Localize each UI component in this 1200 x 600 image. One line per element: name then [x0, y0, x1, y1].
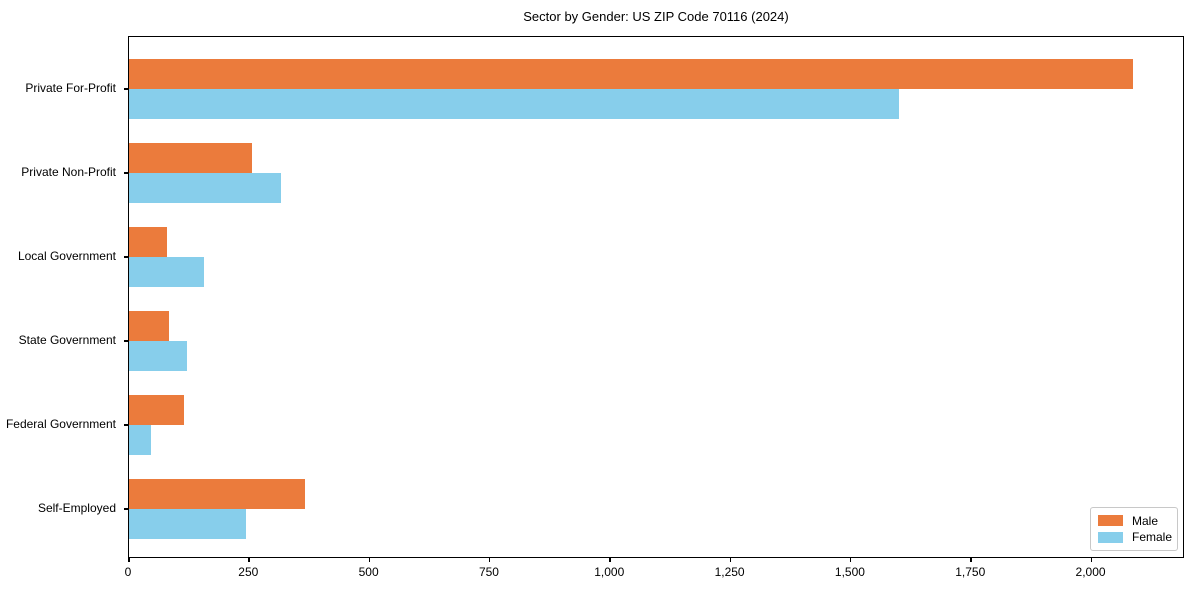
bar-female-state-government	[129, 341, 187, 371]
bar-male-local-government	[129, 227, 167, 257]
x-tick-mark	[128, 558, 130, 562]
bar-male-private-for-profit	[129, 59, 1134, 89]
y-tick-label-private-for-profit: Private For-Profit	[25, 81, 116, 95]
x-tick-label: 1,500	[834, 565, 865, 579]
x-tick-label: 250	[238, 565, 259, 579]
bar-female-local-government	[129, 257, 205, 287]
x-tick-mark	[368, 558, 371, 562]
x-tick-label: 1,250	[714, 565, 745, 579]
bar-male-state-government	[129, 311, 170, 341]
y-tick-label-state-government: State Government	[18, 333, 116, 347]
bar-female-federal-government	[129, 425, 151, 455]
x-tick-label: 500	[358, 565, 379, 579]
bar-male-private-non-profit	[129, 143, 252, 173]
x-tick-label: 750	[478, 565, 499, 579]
bar-female-private-non-profit	[129, 173, 281, 203]
x-tick-mark	[849, 558, 852, 562]
x-tick-mark	[729, 558, 732, 562]
male-swatch	[1098, 515, 1123, 527]
y-axis-labels: Private For-Profit Private Non-Profit Loca…	[0, 0, 122, 600]
bar-male-self-employed	[129, 479, 306, 509]
plot-area	[128, 36, 1184, 558]
legend-label-female: Female	[1132, 530, 1173, 545]
legend: Male Female	[1090, 507, 1178, 551]
legend-entry-male: Male	[1098, 515, 1170, 527]
bar-female-self-employed	[129, 509, 246, 539]
x-tick-mark	[248, 558, 250, 562]
x-tick-label: 1,000	[594, 565, 625, 579]
legend-label-male: Male	[1132, 513, 1159, 528]
y-tick-label-local-government: Local Government	[17, 249, 116, 263]
x-tick-label: 2,000	[1075, 565, 1106, 579]
bar-female-private-for-profit	[129, 89, 899, 119]
female-swatch	[1098, 531, 1123, 543]
x-tick-mark	[488, 558, 491, 562]
y-tick-label-federal-government: Federal Government	[5, 417, 116, 431]
y-tick-label-self-employed: Self-Employed	[37, 501, 116, 515]
x-tick-mark	[609, 558, 611, 562]
x-tick-mark	[970, 558, 972, 562]
legend-entry-female: Female	[1098, 530, 1173, 545]
bar-male-federal-government	[129, 395, 184, 425]
x-tick-label: 1,750	[955, 565, 986, 579]
chart-title: Sector by Gender: US ZIP Code 70116 (202…	[523, 9, 789, 24]
y-tick-label-private-non-profit: Private Non-Profit	[21, 165, 116, 179]
x-tick-label: 0	[124, 565, 132, 579]
x-tick-mark	[1090, 558, 1093, 562]
